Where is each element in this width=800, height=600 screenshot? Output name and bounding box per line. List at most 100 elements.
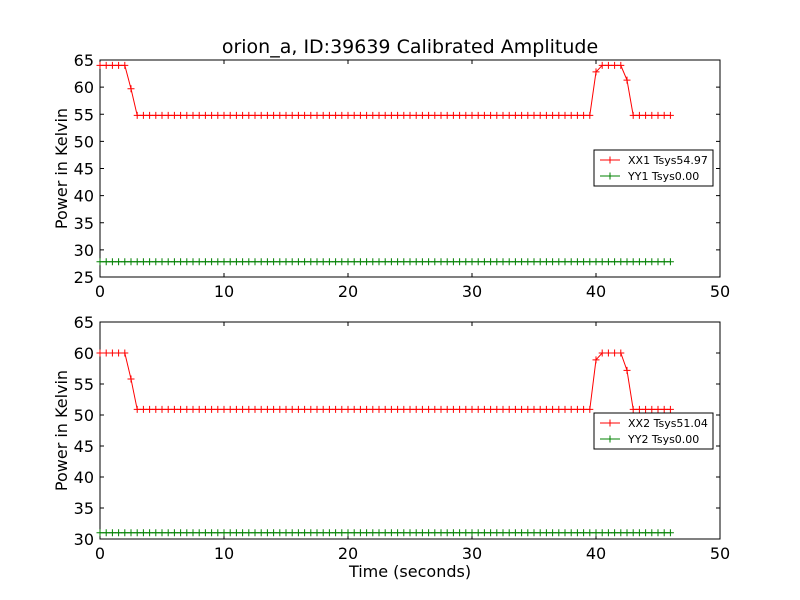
x-tick-label: 0 bbox=[95, 282, 105, 301]
data-point bbox=[276, 111, 284, 119]
data-point bbox=[604, 349, 612, 357]
data-point bbox=[369, 405, 377, 413]
data-point bbox=[518, 529, 526, 537]
data-point bbox=[443, 405, 451, 413]
y-tick-label: 55 bbox=[74, 375, 94, 394]
data-point bbox=[108, 61, 116, 69]
series-1 bbox=[96, 61, 674, 119]
x-tick-label: 20 bbox=[338, 282, 358, 301]
data-point bbox=[226, 405, 234, 413]
y-tick-label: 45 bbox=[74, 160, 94, 179]
data-point bbox=[536, 405, 544, 413]
data-point bbox=[164, 529, 172, 537]
data-point bbox=[183, 258, 191, 266]
data-point bbox=[573, 258, 581, 266]
data-point bbox=[115, 61, 123, 69]
data-point bbox=[313, 111, 321, 119]
data-point bbox=[480, 111, 488, 119]
data-point bbox=[288, 111, 296, 119]
data-point bbox=[635, 529, 643, 537]
data-point bbox=[208, 111, 216, 119]
data-point bbox=[307, 111, 315, 119]
data-point bbox=[276, 405, 284, 413]
data-point bbox=[394, 258, 402, 266]
data-point bbox=[431, 405, 439, 413]
y-tick-label: 30 bbox=[74, 530, 94, 549]
data-point bbox=[462, 258, 470, 266]
data-point bbox=[214, 405, 222, 413]
data-point bbox=[648, 529, 656, 537]
data-point bbox=[598, 529, 606, 537]
data-point bbox=[226, 529, 234, 537]
data-point bbox=[245, 258, 253, 266]
data-point bbox=[115, 529, 123, 537]
y-tick-label: 60 bbox=[74, 344, 94, 363]
data-point bbox=[425, 529, 433, 537]
data-point bbox=[257, 258, 265, 266]
data-point bbox=[456, 111, 464, 119]
data-point bbox=[623, 529, 631, 537]
data-point bbox=[294, 529, 302, 537]
data-point bbox=[629, 111, 637, 119]
data-point bbox=[270, 258, 278, 266]
data-point bbox=[431, 111, 439, 119]
data-point bbox=[189, 529, 197, 537]
data-point bbox=[549, 405, 557, 413]
data-point bbox=[325, 405, 333, 413]
data-point bbox=[499, 111, 507, 119]
data-point bbox=[406, 529, 414, 537]
data-point bbox=[555, 258, 563, 266]
data-point bbox=[499, 529, 507, 537]
data-point bbox=[170, 258, 178, 266]
data-point bbox=[239, 405, 247, 413]
data-point bbox=[462, 111, 470, 119]
data-point bbox=[536, 258, 544, 266]
data-point bbox=[394, 111, 402, 119]
data-point bbox=[480, 529, 488, 537]
data-point bbox=[443, 529, 451, 537]
data-point bbox=[412, 258, 420, 266]
data-point bbox=[598, 61, 606, 69]
x-tick-label: 10 bbox=[214, 544, 234, 563]
data-point bbox=[332, 529, 340, 537]
x-tick-label: 40 bbox=[586, 544, 606, 563]
data-point bbox=[549, 111, 557, 119]
data-point bbox=[635, 111, 643, 119]
data-point bbox=[177, 405, 185, 413]
data-point bbox=[325, 111, 333, 119]
data-point bbox=[232, 529, 240, 537]
data-point bbox=[195, 529, 203, 537]
data-point bbox=[629, 258, 637, 266]
data-point bbox=[263, 529, 271, 537]
data-point bbox=[344, 405, 352, 413]
data-point bbox=[350, 111, 358, 119]
data-point bbox=[158, 529, 166, 537]
data-point bbox=[592, 529, 600, 537]
data-point bbox=[170, 111, 178, 119]
data-point bbox=[183, 111, 191, 119]
data-point bbox=[425, 405, 433, 413]
data-point bbox=[127, 258, 135, 266]
data-point bbox=[611, 258, 619, 266]
data-point bbox=[356, 405, 364, 413]
data-point bbox=[313, 405, 321, 413]
data-point bbox=[195, 111, 203, 119]
data-point bbox=[146, 529, 154, 537]
data-point bbox=[146, 405, 154, 413]
data-point bbox=[561, 405, 569, 413]
data-point bbox=[487, 111, 495, 119]
data-point bbox=[561, 529, 569, 537]
data-point bbox=[195, 258, 203, 266]
data-point bbox=[573, 405, 581, 413]
data-point bbox=[177, 111, 185, 119]
data-point bbox=[108, 258, 116, 266]
y-tick-label: 50 bbox=[74, 132, 94, 151]
legend: XX2 Tsys51.04 YY2 Tsys0.00 bbox=[593, 412, 714, 450]
data-point bbox=[350, 405, 358, 413]
data-point bbox=[474, 529, 482, 537]
data-point bbox=[282, 111, 290, 119]
series-1 bbox=[96, 349, 674, 413]
data-point bbox=[102, 349, 110, 357]
data-point bbox=[239, 529, 247, 537]
